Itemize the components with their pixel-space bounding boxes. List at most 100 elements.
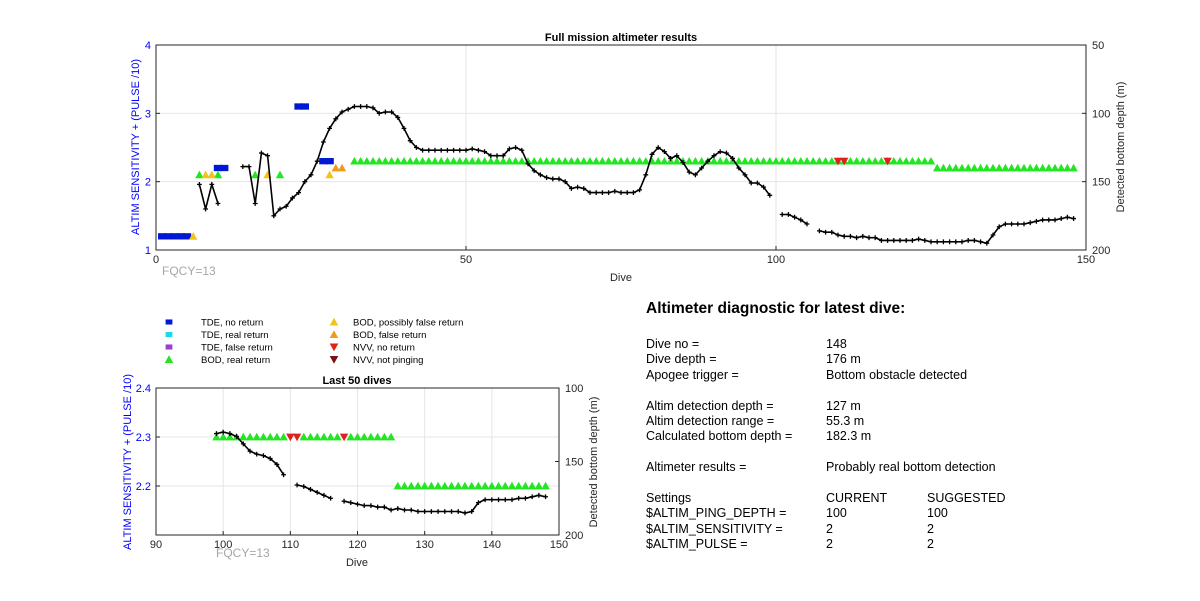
data-point [908,156,917,165]
depth-point [296,190,301,195]
depth-point [928,239,934,245]
depth-point [252,201,258,206]
depth-point [543,494,548,500]
data-point [373,432,382,441]
data-point [691,156,700,165]
data-point [207,170,216,179]
data-point [325,170,334,179]
depth-point [680,160,686,165]
data-point [939,163,948,172]
depth-point [562,179,568,185]
data-point [406,156,415,165]
depth-point [333,116,339,122]
depth-point [355,501,360,507]
apogee-trigger-label: Apogee trigger = [646,367,739,382]
legend-item: NVV, no return [329,343,415,354]
data-point [449,156,458,165]
data-point [809,156,818,165]
data-point [610,156,619,165]
main-y-ticks-right: 50 100 150 200 [1082,40,1110,257]
depth-point [910,238,915,243]
depth-point [438,147,444,153]
depth-point [699,165,704,171]
y-tick-label-right: 100 [565,383,583,395]
data-point [790,156,799,165]
data-point [413,481,423,490]
legend-marker [165,331,173,338]
depth-point [414,145,419,150]
data-point [1069,163,1078,172]
depth-point [395,506,401,511]
small-y-axis-label-right: Detected bottom depth (m) [588,397,600,528]
pulse-suggested: 2 [927,537,934,552]
data-point [1013,163,1022,172]
depth-point [823,229,828,235]
depth-point [426,147,432,153]
depth-point [581,186,587,191]
depth-point [314,489,320,495]
data-point [427,481,436,490]
depth-point [965,238,971,243]
data-point [561,156,570,165]
depth-point [209,182,215,187]
data-point [957,163,967,172]
depth-point [575,184,580,190]
depth-point [308,487,313,492]
calculated-bottom-depth-label: Calculated bottom depth = [646,429,793,444]
data-point [480,156,489,165]
data-point [375,156,384,165]
main-plot-area [156,45,1086,250]
depth-point [1003,221,1008,227]
depth-point [674,153,680,159]
data-point [339,433,349,442]
data-point [461,156,471,165]
depth-point [321,139,326,145]
data-point [486,156,495,165]
data-point [189,232,198,240]
data-point [821,156,830,165]
data-point [833,157,843,166]
depth-line-segment [242,105,771,218]
depth-point [916,236,921,242]
y-tick-label-left: 2.4 [136,383,151,395]
data-point [883,157,892,166]
data-point [1057,163,1066,172]
data-point [902,156,911,165]
data-point [852,156,861,165]
data-point [926,156,936,165]
dive-no-label: Dive no = [646,337,700,351]
depth-point [361,503,367,508]
data-point [239,432,248,441]
depth-point [489,497,495,503]
diagnostic-panel: Altimeter diagnostic for latest dive: Di… [646,300,1166,552]
altimeter-results-row: Altimeter results = Probably real bottom … [646,460,1166,475]
legend-label: BOD, possibly false return [353,318,463,329]
depth-point [203,206,208,212]
settings-header-row: Settings CURRENT SUGGESTED [646,491,1166,506]
depth-point [879,238,884,243]
data-point [252,432,261,441]
depth-point [345,106,351,112]
data-point [747,156,756,165]
data-point [982,163,991,172]
data-point [734,156,743,165]
data-point [300,103,309,110]
legend-item: TDE, false return [165,343,273,354]
depth-point [401,125,407,131]
depth-point [455,509,461,514]
calculated-bottom-depth-value: 182.3 m [826,429,872,444]
data-point [381,156,390,165]
depth-point [655,145,661,150]
depth-point [990,232,996,238]
data-point [420,481,429,490]
data-point [740,156,750,165]
depth-point [996,224,1002,230]
data-point [337,163,347,172]
depth-point [972,238,977,243]
depth-point [376,110,382,116]
spacer [646,445,1166,460]
data-point [685,156,694,165]
depth-point [804,221,810,227]
depth-point [482,497,488,503]
